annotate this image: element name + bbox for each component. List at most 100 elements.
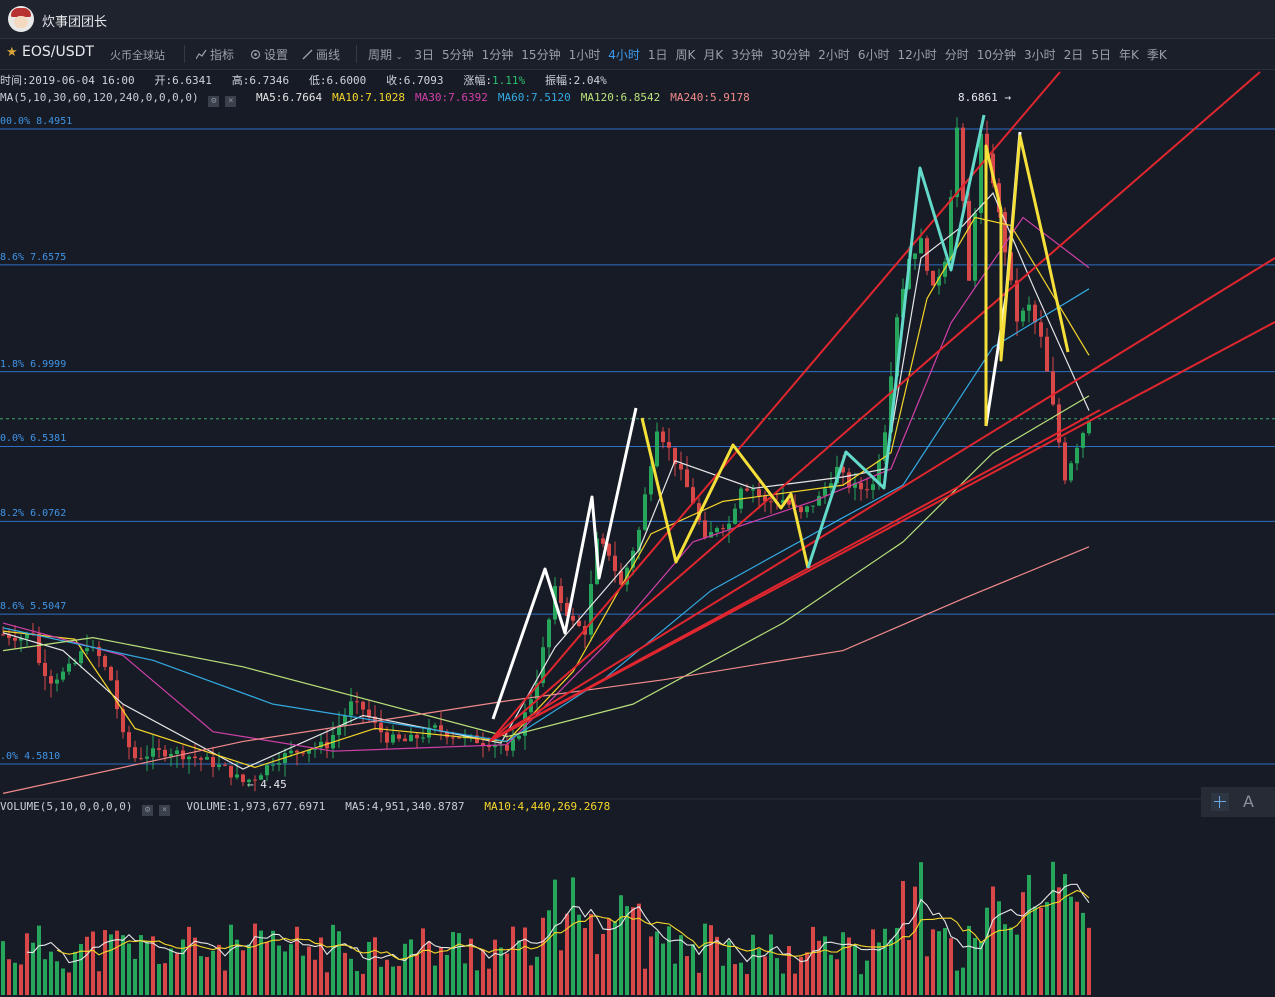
period-option[interactable]: 1分钟 bbox=[481, 48, 514, 62]
period-option[interactable]: 6小时 bbox=[857, 48, 890, 62]
avatar[interactable] bbox=[8, 6, 34, 32]
candle-body bbox=[79, 651, 83, 664]
candle-body bbox=[385, 732, 389, 743]
volume-bar bbox=[373, 937, 377, 995]
indicators-button[interactable]: 指标 bbox=[196, 46, 234, 63]
high-value: 高:6.7346 bbox=[231, 74, 290, 87]
draw-line-button[interactable]: 画线 bbox=[302, 46, 340, 63]
volume-bar bbox=[1081, 912, 1085, 995]
favorite-star-icon[interactable]: ★ bbox=[6, 45, 18, 60]
candle-body bbox=[37, 633, 41, 663]
period-option[interactable]: 2小时 bbox=[818, 48, 850, 62]
volume-bar bbox=[649, 936, 653, 995]
candle-body bbox=[325, 741, 329, 749]
candle-body bbox=[763, 496, 767, 502]
candle-body bbox=[451, 737, 455, 739]
settings-button[interactable]: 设置 bbox=[250, 46, 288, 63]
period-dropdown[interactable]: 周期 ⌄ bbox=[368, 48, 403, 62]
ma-legend-item: MA120:6.8542 bbox=[580, 91, 661, 104]
candle-body bbox=[229, 765, 233, 778]
period-option[interactable]: 3小时 bbox=[1024, 48, 1056, 62]
volume-bar bbox=[163, 963, 167, 995]
candle-body bbox=[175, 750, 179, 754]
period-option[interactable]: 3分钟 bbox=[731, 48, 763, 62]
volume-bar bbox=[583, 928, 587, 995]
period-option[interactable]: 15分钟 bbox=[521, 48, 561, 62]
period-option[interactable]: 5分钟 bbox=[442, 48, 474, 62]
candle-body bbox=[115, 680, 119, 710]
period-option[interactable]: 12小时 bbox=[897, 48, 937, 62]
volume-bar bbox=[463, 963, 467, 995]
period-option[interactable]: 分时 bbox=[944, 48, 969, 62]
candle-body bbox=[757, 489, 761, 497]
volume-bar bbox=[271, 930, 275, 995]
volume-bar bbox=[199, 956, 203, 995]
trading-pair[interactable]: EOS/USDT bbox=[22, 44, 94, 60]
volume-bar bbox=[883, 928, 887, 995]
candle-body bbox=[751, 489, 755, 491]
candle-body bbox=[913, 253, 917, 260]
period-option[interactable]: 2日 bbox=[1063, 48, 1084, 62]
ma-settings-icon[interactable]: ⚙ bbox=[208, 96, 220, 107]
volume-bar bbox=[775, 958, 779, 995]
period-option[interactable]: 3日 bbox=[414, 48, 435, 62]
volume-bar bbox=[343, 952, 347, 995]
volume-bar bbox=[481, 949, 485, 995]
volume-bar bbox=[1051, 861, 1055, 995]
trend-fan-line bbox=[489, 71, 1261, 742]
volume-bar bbox=[985, 907, 989, 995]
candle-body bbox=[1051, 371, 1055, 405]
volume-bar bbox=[121, 935, 125, 995]
candle-body bbox=[265, 765, 269, 776]
trend-fan-line bbox=[489, 71, 1061, 742]
candle-body bbox=[337, 725, 341, 735]
candle-body bbox=[859, 482, 863, 490]
crosshair-tool-icon[interactable] bbox=[1211, 793, 1229, 811]
volume-bar bbox=[403, 943, 407, 995]
volume-bar bbox=[397, 965, 401, 995]
draw-line-label: 画线 bbox=[316, 48, 341, 62]
period-option[interactable]: 30分钟 bbox=[770, 48, 811, 62]
volume-close-icon[interactable]: × bbox=[159, 805, 171, 816]
period-option[interactable]: 5日 bbox=[1091, 48, 1111, 62]
period-dropdown-label: 周期 bbox=[368, 48, 393, 62]
period-option[interactable]: 10分钟 bbox=[976, 48, 1017, 62]
volume-bar bbox=[415, 954, 419, 995]
volume-bar bbox=[751, 934, 755, 995]
period-option[interactable]: 月K bbox=[703, 48, 724, 62]
ma-line-ma120 bbox=[2, 395, 1090, 738]
candle-body bbox=[367, 709, 371, 717]
candle-body bbox=[637, 529, 641, 551]
volume-bar bbox=[61, 968, 65, 995]
volume-bar bbox=[337, 931, 341, 995]
volume-bar bbox=[505, 953, 509, 995]
period-option[interactable]: 1日 bbox=[647, 48, 668, 62]
volume-bar bbox=[325, 972, 329, 995]
volume-bar bbox=[217, 944, 221, 995]
candle-body bbox=[817, 495, 821, 506]
period-option[interactable]: 1小时 bbox=[568, 48, 601, 62]
volume-bar bbox=[877, 942, 881, 995]
candle-body bbox=[589, 584, 593, 635]
period-option[interactable]: 4小时 bbox=[608, 48, 640, 62]
text-tool-icon[interactable]: A bbox=[1243, 792, 1254, 811]
volume-bar bbox=[247, 944, 251, 995]
period-option[interactable]: 周K bbox=[675, 48, 696, 62]
volume-bar bbox=[19, 964, 23, 995]
candle-body bbox=[847, 472, 851, 488]
candle-body bbox=[865, 489, 869, 491]
period-option[interactable]: 季K bbox=[1146, 48, 1167, 62]
volume-settings-icon[interactable]: ⚙ bbox=[142, 805, 154, 816]
volume-bar bbox=[487, 968, 491, 995]
volume-bar bbox=[205, 956, 209, 995]
candle-body bbox=[631, 550, 635, 568]
candle-body bbox=[1021, 310, 1025, 322]
period-option[interactable]: 年K bbox=[1118, 48, 1139, 62]
candle-body bbox=[241, 774, 245, 783]
volume-bar bbox=[253, 923, 257, 995]
volume-bar bbox=[667, 926, 671, 995]
volume-bar bbox=[187, 926, 191, 995]
volume-bar bbox=[277, 945, 281, 995]
ma-close-icon[interactable]: × bbox=[225, 96, 237, 107]
